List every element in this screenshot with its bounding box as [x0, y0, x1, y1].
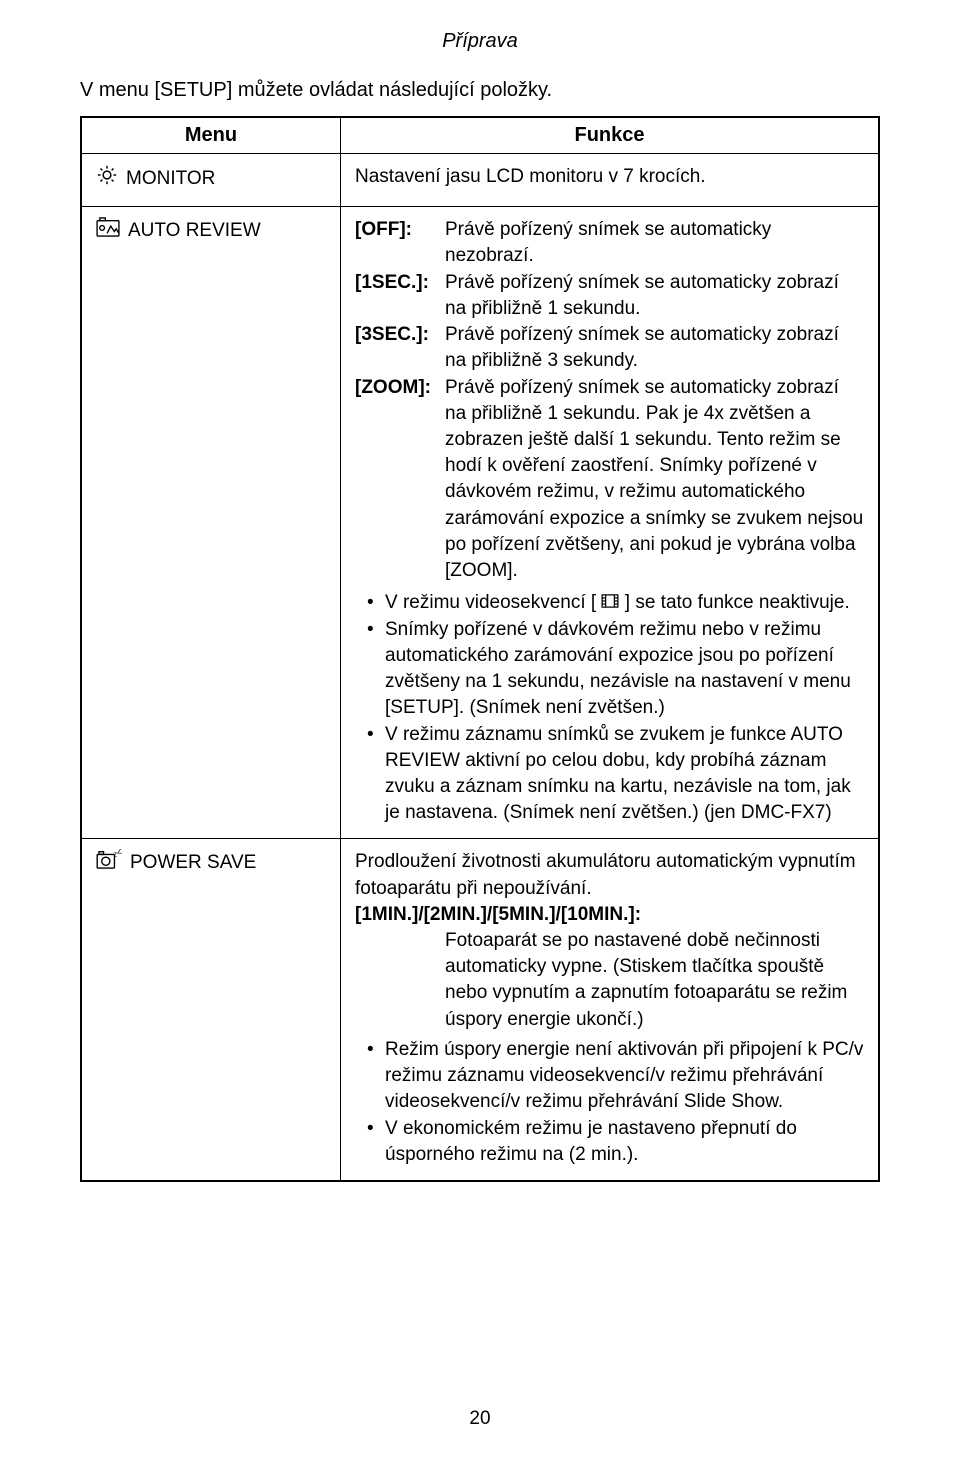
- def-key: [ZOOM]:: [355, 375, 445, 585]
- def-val: Právě pořízený snímek se automaticky zob…: [445, 322, 864, 374]
- def-val: Právě pořízený snímek se automaticky zob…: [445, 375, 864, 585]
- def-key: [1SEC.]:: [355, 270, 445, 322]
- power-save-intro: Prodloužení životnosti akumulátoru autom…: [355, 849, 864, 901]
- page: Příprava V menu [SETUP] můžete ovládat n…: [0, 0, 960, 1458]
- def-key: [3SEC.]:: [355, 322, 445, 374]
- movie-mode-icon: [601, 590, 619, 616]
- func-cell-power-save: Prodloužení životnosti akumulátoru autom…: [341, 839, 880, 1181]
- brightness-icon: [96, 164, 118, 194]
- def-key: [OFF]:: [355, 217, 445, 269]
- setup-menu-table: Menu Funkce: [80, 116, 880, 1182]
- bullet-text-post: ] se tato funkce neaktivuje.: [625, 592, 850, 613]
- list-item: V režimu záznamu snímků se zvukem je fun…: [355, 722, 864, 827]
- section-title: Příprava: [80, 30, 880, 53]
- svg-text:Z: Z: [117, 849, 122, 856]
- col-header-func: Funkce: [341, 117, 880, 154]
- menu-cell-power-save: z Z POWER SAVE: [81, 839, 341, 1181]
- page-number: 20: [0, 1408, 960, 1430]
- list-item: V režimu videosekvencí [: [355, 590, 864, 616]
- power-save-icon: z Z: [96, 849, 122, 877]
- auto-review-bullets: V režimu videosekvencí [: [355, 590, 864, 826]
- def-zoom: [ZOOM]: Právě pořízený snímek se automat…: [355, 375, 864, 585]
- list-item: V ekonomickém režimu je nastaveno přepnu…: [355, 1116, 864, 1168]
- menu-label: POWER SAVE: [130, 850, 256, 876]
- func-cell-auto-review: [OFF]: Právě pořízený snímek se automati…: [341, 207, 880, 839]
- table-row: AUTO REVIEW [OFF]: Právě pořízený snímek…: [81, 207, 879, 839]
- power-save-desc: Fotoaparát se po nastavené době nečinnos…: [355, 928, 864, 1033]
- intro-text: V menu [SETUP] můžete ovládat následujíc…: [80, 79, 880, 102]
- list-item: Režim úspory energie není aktivován při …: [355, 1037, 864, 1116]
- def-off: [OFF]: Právě pořízený snímek se automati…: [355, 217, 864, 269]
- func-cell-monitor: Nastavení jasu LCD monitoru v 7 krocích.: [341, 154, 880, 207]
- list-item: Snímky pořízené v dávkovém režimu nebo v…: [355, 617, 864, 722]
- menu-cell-monitor: MONITOR: [81, 154, 341, 207]
- menu-label: AUTO REVIEW: [128, 218, 261, 244]
- def-val: Právě pořízený snímek se automaticky nez…: [445, 217, 864, 269]
- def-val: Právě pořízený snímek se automaticky zob…: [445, 270, 864, 322]
- def-3sec: [3SEC.]: Právě pořízený snímek se automa…: [355, 322, 864, 374]
- power-save-options: [1MIN.]/[2MIN.]/[5MIN.]/[10MIN.]:: [355, 902, 864, 928]
- table-row: MONITOR Nastavení jasu LCD monitoru v 7 …: [81, 154, 879, 207]
- auto-review-icon: [96, 217, 120, 245]
- table-row: z Z POWER SAVE Prodloužení životnosti ak…: [81, 839, 879, 1181]
- menu-label: MONITOR: [126, 166, 215, 192]
- bullet-text-pre: V režimu videosekvencí [: [385, 592, 596, 613]
- power-save-bullets: Režim úspory energie není aktivován při …: [355, 1037, 864, 1168]
- def-1sec: [1SEC.]: Právě pořízený snímek se automa…: [355, 270, 864, 322]
- menu-cell-auto-review: AUTO REVIEW: [81, 207, 341, 839]
- col-header-menu: Menu: [81, 117, 341, 154]
